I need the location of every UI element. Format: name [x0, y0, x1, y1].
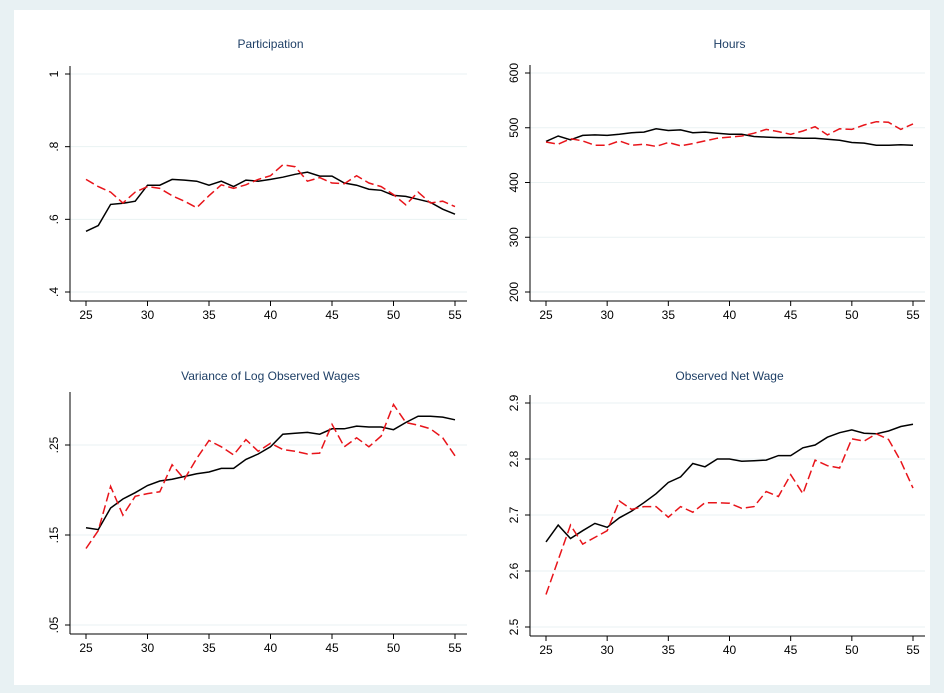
x-tick-label: 45 [325, 308, 339, 322]
x-tick-label: 25 [79, 641, 93, 655]
x-tick-label: 55 [906, 308, 920, 322]
x-tick-label: 35 [202, 641, 216, 655]
y-tick-label: 600 [507, 63, 521, 83]
line-series [85, 164, 456, 209]
y-tick-label: .8 [47, 141, 61, 151]
x-tick-label: 50 [387, 641, 401, 655]
y-tick-label: .4 [47, 287, 61, 297]
x-tick-label: 40 [264, 308, 278, 322]
x-tick-label: 55 [448, 641, 462, 655]
line-series [85, 402, 456, 549]
x-tick-label: 50 [845, 308, 859, 322]
y-tick-label: 2.7 [507, 506, 521, 523]
line-series [85, 415, 456, 531]
x-tick-label: 45 [325, 641, 339, 655]
x-tick-label: 35 [662, 308, 676, 322]
x-tick-label: 40 [723, 643, 737, 657]
x-tick-label: 45 [784, 643, 798, 657]
line-series [545, 128, 914, 147]
y-tick-label: 300 [507, 227, 521, 247]
y-tick-label: .05 [47, 616, 61, 633]
x-tick-label: 30 [600, 308, 614, 322]
x-tick-label: 35 [662, 643, 676, 657]
x-tick-label: 50 [387, 308, 401, 322]
x-tick-label: 35 [202, 308, 216, 322]
line-series [545, 120, 914, 148]
y-tick-label: 2.6 [507, 562, 521, 579]
chart-title: Observed Net Wage [675, 369, 784, 383]
y-tick-label: 500 [507, 117, 521, 137]
x-tick-label: 40 [723, 308, 737, 322]
x-tick-label: 30 [141, 308, 155, 322]
y-tick-label: .6 [47, 214, 61, 224]
x-tick-label: 25 [79, 308, 93, 322]
x-tick-label: 40 [264, 641, 278, 655]
y-tick-label: 2.5 [507, 618, 521, 635]
chart-title: Variance of Log Observed Wages [181, 369, 360, 383]
x-tick-label: 50 [845, 643, 859, 657]
plot-background [14, 10, 930, 685]
y-tick-label: 2.9 [507, 394, 521, 411]
line-series [545, 423, 914, 543]
line-series [545, 432, 914, 595]
chart-title: Hours [713, 37, 745, 51]
x-tick-label: 55 [448, 308, 462, 322]
y-tick-label: .15 [47, 526, 61, 543]
x-tick-label: 45 [784, 308, 798, 322]
x-tick-label: 30 [141, 641, 155, 655]
y-tick-label: 1 [47, 70, 61, 77]
y-tick-label: 2.8 [507, 450, 521, 467]
x-tick-label: 30 [600, 643, 614, 657]
chart-title: Participation [237, 37, 303, 51]
y-tick-label: .25 [47, 436, 61, 453]
y-tick-label: 400 [507, 172, 521, 192]
y-tick-label: 200 [507, 282, 521, 302]
x-tick-label: 25 [539, 308, 553, 322]
x-tick-label: 25 [539, 643, 553, 657]
x-tick-label: 55 [906, 643, 920, 657]
